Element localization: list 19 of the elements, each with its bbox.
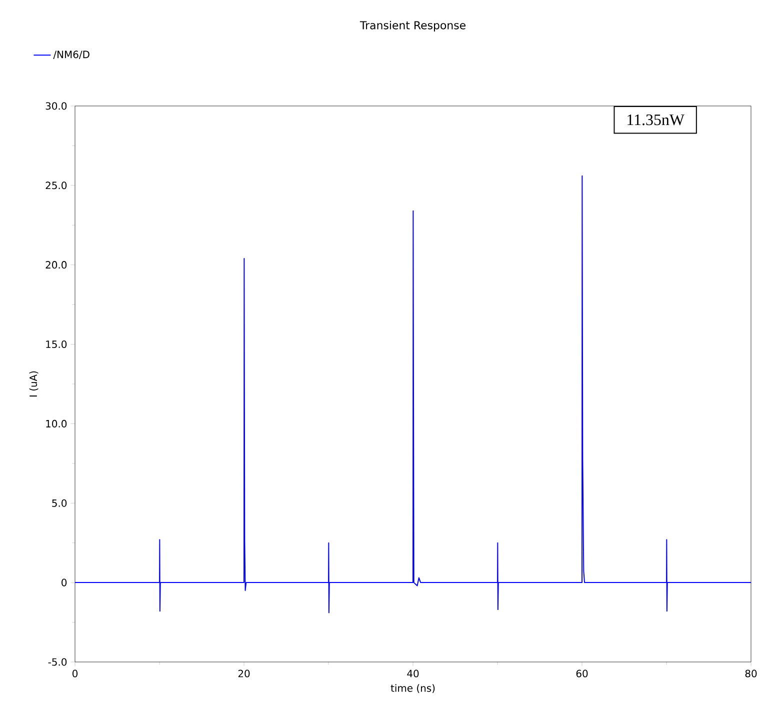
x-tick-label: 80 (745, 670, 757, 678)
chart-title: Transient Response (360, 20, 466, 32)
y-tick-label: 20.0 (46, 261, 67, 269)
x-tick-label: 60 (576, 670, 588, 678)
x-tick-label: 0 (72, 670, 78, 678)
y-tick-label: -5.0 (48, 658, 67, 666)
y-tick-label: 15.0 (46, 340, 67, 348)
x-tick-label: 20 (238, 670, 250, 678)
x-tick-label: 40 (407, 670, 419, 678)
y-tick-label: 25.0 (46, 182, 67, 190)
x-axis-title: time (ns) (390, 684, 435, 694)
y-tick-label: 0 (62, 578, 67, 586)
legend-label: /NM6/D (53, 50, 90, 59)
y-tick-label: 10.0 (46, 420, 67, 428)
y-axis-title: I (uA) (29, 371, 38, 397)
line-series (75, 175, 752, 614)
y-tick-label: 5.0 (52, 499, 67, 507)
y-tick-label: 30.0 (46, 102, 67, 110)
annotation: 11.35nW (628, 114, 684, 126)
